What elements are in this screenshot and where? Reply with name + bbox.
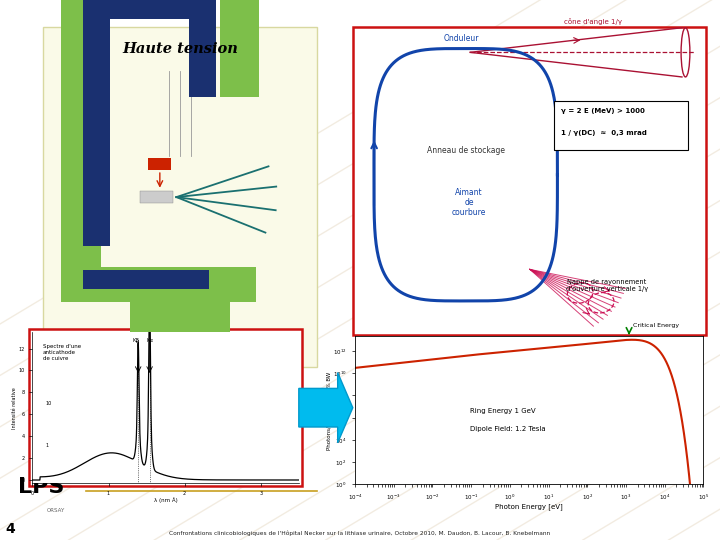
Bar — [83, 270, 209, 289]
Bar — [353, 27, 706, 335]
Text: Aimant
de
courbure: Aimant de courbure — [452, 187, 487, 217]
Text: 4: 4 — [6, 522, 16, 536]
Text: ORSAY: ORSAY — [47, 508, 65, 512]
Text: Onduleur: Onduleur — [444, 34, 479, 43]
Bar — [83, 0, 110, 246]
Bar — [43, 27, 317, 367]
Bar — [189, 0, 216, 97]
Text: LPS: LPS — [18, 477, 64, 497]
Bar — [61, 0, 101, 270]
Bar — [130, 281, 230, 346]
Bar — [140, 191, 173, 202]
Text: Tube Rayons X: Tube Rayons X — [125, 352, 235, 365]
Polygon shape — [299, 373, 353, 443]
Text: Confrontations clinicobiologiques de l'Hôpital Necker sur la lithiase urinaire, : Confrontations clinicobiologiques de l'H… — [169, 530, 551, 536]
Bar — [29, 329, 302, 486]
Text: Haute tension: Haute tension — [122, 42, 238, 56]
Bar — [61, 267, 256, 302]
Text: γ = 2 E (MeV) > 1000: γ = 2 E (MeV) > 1000 — [561, 108, 645, 114]
Bar — [554, 101, 688, 150]
Bar — [148, 158, 171, 170]
Text: Nappe de rayonnement
d'ouverture verticale 1/γ: Nappe de rayonnement d'ouverture vertica… — [566, 279, 648, 292]
Bar — [83, 0, 216, 19]
Bar — [220, 0, 259, 97]
Text: cône d'angle 1/γ: cône d'angle 1/γ — [564, 18, 622, 25]
Text: 1 / γ(DC)  ≈  0,3 mrad: 1 / γ(DC) ≈ 0,3 mrad — [561, 131, 647, 137]
Text: Anneau de stockage: Anneau de stockage — [427, 146, 505, 154]
